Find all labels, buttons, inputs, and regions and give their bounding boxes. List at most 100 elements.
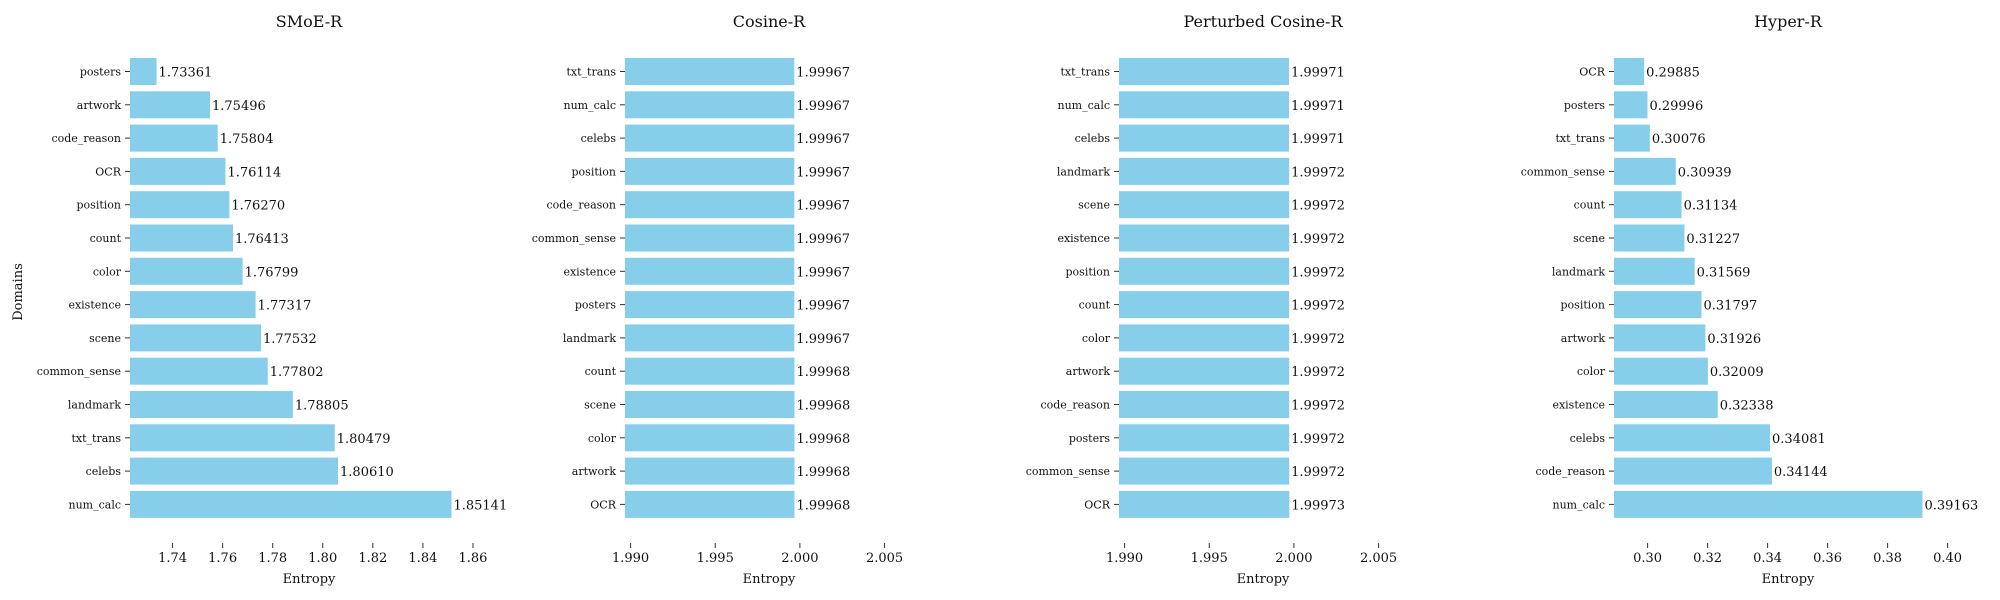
panel-2-category-label: position: [572, 165, 616, 178]
panel-1-xtick-label: 1.82: [358, 551, 387, 566]
panel-1-bar-code_reason: [130, 124, 218, 152]
panel-3-xtick-label: 2.005: [1360, 551, 1397, 566]
panel-1-value-label: 1.78805: [295, 399, 349, 414]
panel-1-value-label: 1.75496: [212, 99, 266, 114]
panel-4-bar-common_sense: [1614, 157, 1676, 185]
panel-3-value-label: 1.99972: [1291, 332, 1345, 347]
panel-3-category-label: txt_trans: [1060, 66, 1110, 79]
panel-3-bar-color: [1119, 324, 1290, 352]
panel-3-category-label: existence: [1057, 232, 1110, 245]
panel-2-x-axis-label: Entropy: [743, 572, 796, 587]
panel-4-bar-artwork: [1614, 324, 1706, 352]
panel-3-title: Perturbed Cosine-R: [1183, 12, 1343, 31]
panel-2-bar-artwork: [625, 457, 795, 485]
panel-2-xtick-label: 2.005: [866, 551, 903, 566]
panel-4-xtick-label: 0.32: [1693, 551, 1722, 566]
panel-3-value-label: 1.99972: [1291, 365, 1345, 380]
panel-2-bar-code_reason: [625, 191, 795, 219]
panel-2-bar-common_sense: [625, 224, 795, 252]
panel-2-bar-num_calc: [625, 91, 795, 119]
panel-1-bar-num_calc: [130, 490, 452, 518]
panel-2-bar-OCR: [625, 490, 795, 518]
panel-4-category-label: existence: [1552, 399, 1605, 412]
panel-4-bar-code_reason: [1614, 457, 1772, 485]
panel-2-value-label: 1.99967: [796, 66, 850, 81]
panel-3-value-label: 1.99971: [1291, 99, 1345, 114]
panel-1-category-label: txt_trans: [71, 432, 121, 445]
panel-2-value-label: 1.99968: [796, 365, 850, 380]
panel-3-bar-celebs: [1119, 124, 1289, 152]
panel-1-title: SMoE-R: [276, 12, 343, 31]
panel-3-value-label: 1.99972: [1291, 265, 1345, 280]
shared-y-axis-label: Domains: [11, 263, 26, 321]
panel-1-bar-txt_trans: [130, 424, 335, 452]
panel-3-x-axis-label: Entropy: [1237, 572, 1290, 587]
panel-4-category-label: num_calc: [1553, 498, 1606, 511]
panel-4-value-label: 0.31227: [1686, 232, 1740, 247]
panel-3-category-label: landmark: [1057, 165, 1110, 178]
panel-1-value-label: 1.75804: [220, 132, 274, 147]
panel-1-category-label: celebs: [86, 465, 122, 478]
panel-2-value-label: 1.99967: [796, 232, 850, 247]
panel-3-value-label: 1.99971: [1291, 66, 1345, 81]
panel-4-x-axis-label: Entropy: [1762, 572, 1815, 587]
panel-2-bar-landmark: [625, 324, 795, 352]
panel-4-bar-position: [1614, 291, 1702, 319]
panel-1-xtick-label: 1.84: [408, 551, 437, 566]
panel-2-category-label: common_sense: [532, 232, 616, 245]
panel-1-xtick-label: 1.78: [258, 551, 287, 566]
panel-3-value-label: 1.99972: [1291, 165, 1345, 180]
panel-4-title: Hyper-R: [1754, 12, 1823, 31]
panel-3-bar-posters: [1119, 424, 1290, 452]
panel-2-value-label: 1.99968: [796, 498, 850, 513]
panel-2-category-label: num_calc: [564, 99, 617, 112]
panel-2-value-label: 1.99967: [796, 132, 850, 147]
panel-4-value-label: 0.30939: [1678, 165, 1732, 180]
panel-4-bar-celebs: [1614, 424, 1771, 452]
panel-2-category-label: txt_trans: [566, 66, 616, 79]
panel-4-category-label: txt_trans: [1555, 132, 1605, 145]
panel-2-value-label: 1.99968: [796, 465, 850, 480]
panel-1-category-label: common_sense: [37, 365, 121, 378]
panel-4-category-label: posters: [1564, 99, 1605, 112]
panel-1-category-label: num_calc: [69, 498, 122, 511]
panel-3-bar-landmark: [1119, 157, 1290, 185]
panel-4-bar-color: [1614, 357, 1708, 385]
panel-1-bar-OCR: [130, 157, 226, 185]
panel-3-value-label: 1.99973: [1291, 498, 1345, 513]
panel-1-category-label: posters: [80, 66, 121, 79]
panel-3-bar-txt_trans: [1119, 58, 1289, 85]
panel-4-value-label: 0.31569: [1697, 265, 1751, 280]
panel-1-xtick-label: 1.86: [459, 551, 488, 566]
panel-2-category-label: landmark: [563, 332, 616, 345]
panel-4-bar-count: [1614, 191, 1682, 219]
panel-4-xtick-label: 0.38: [1873, 551, 1902, 566]
panel-3-value-label: 1.99972: [1291, 432, 1345, 447]
panel-3-category-label: OCR: [1084, 498, 1110, 511]
panel-2-category-label: celebs: [581, 132, 617, 145]
panel-1-value-label: 1.77802: [270, 365, 324, 380]
panel-1-bar-scene: [130, 324, 261, 352]
panel-1-value-label: 1.80610: [340, 465, 394, 480]
panel-4-value-label: 0.32009: [1710, 365, 1764, 380]
panel-2-xtick-label: 1.995: [697, 551, 734, 566]
panel-1-value-label: 1.76799: [245, 265, 299, 280]
panel-2-category-label: code_reason: [546, 199, 616, 212]
panel-1-bar-landmark: [130, 391, 293, 418]
panel-4-value-label: 0.31797: [1704, 299, 1758, 314]
panel-2-value-label: 1.99967: [796, 299, 850, 314]
panel-3-value-label: 1.99972: [1291, 299, 1345, 314]
panel-1-bar-posters: [130, 58, 157, 85]
panel-4-bar-txt_trans: [1614, 124, 1650, 152]
panel-4-xtick-label: 0.40: [1933, 551, 1962, 566]
panel-2-bar-position: [625, 157, 795, 185]
panel-4-category-label: common_sense: [1521, 165, 1605, 178]
panel-2-bar-existence: [625, 257, 795, 285]
panel-3-xtick-label: 1.990: [1106, 551, 1143, 566]
panel-1-x-axis-label: Entropy: [283, 572, 336, 587]
panel-2-category-label: posters: [575, 299, 616, 312]
panel-3-bar-position: [1119, 257, 1290, 285]
panel-3-category-label: posters: [1069, 432, 1110, 445]
panel-3-value-label: 1.99971: [1291, 132, 1345, 147]
panel-1-bar-common_sense: [130, 357, 268, 385]
